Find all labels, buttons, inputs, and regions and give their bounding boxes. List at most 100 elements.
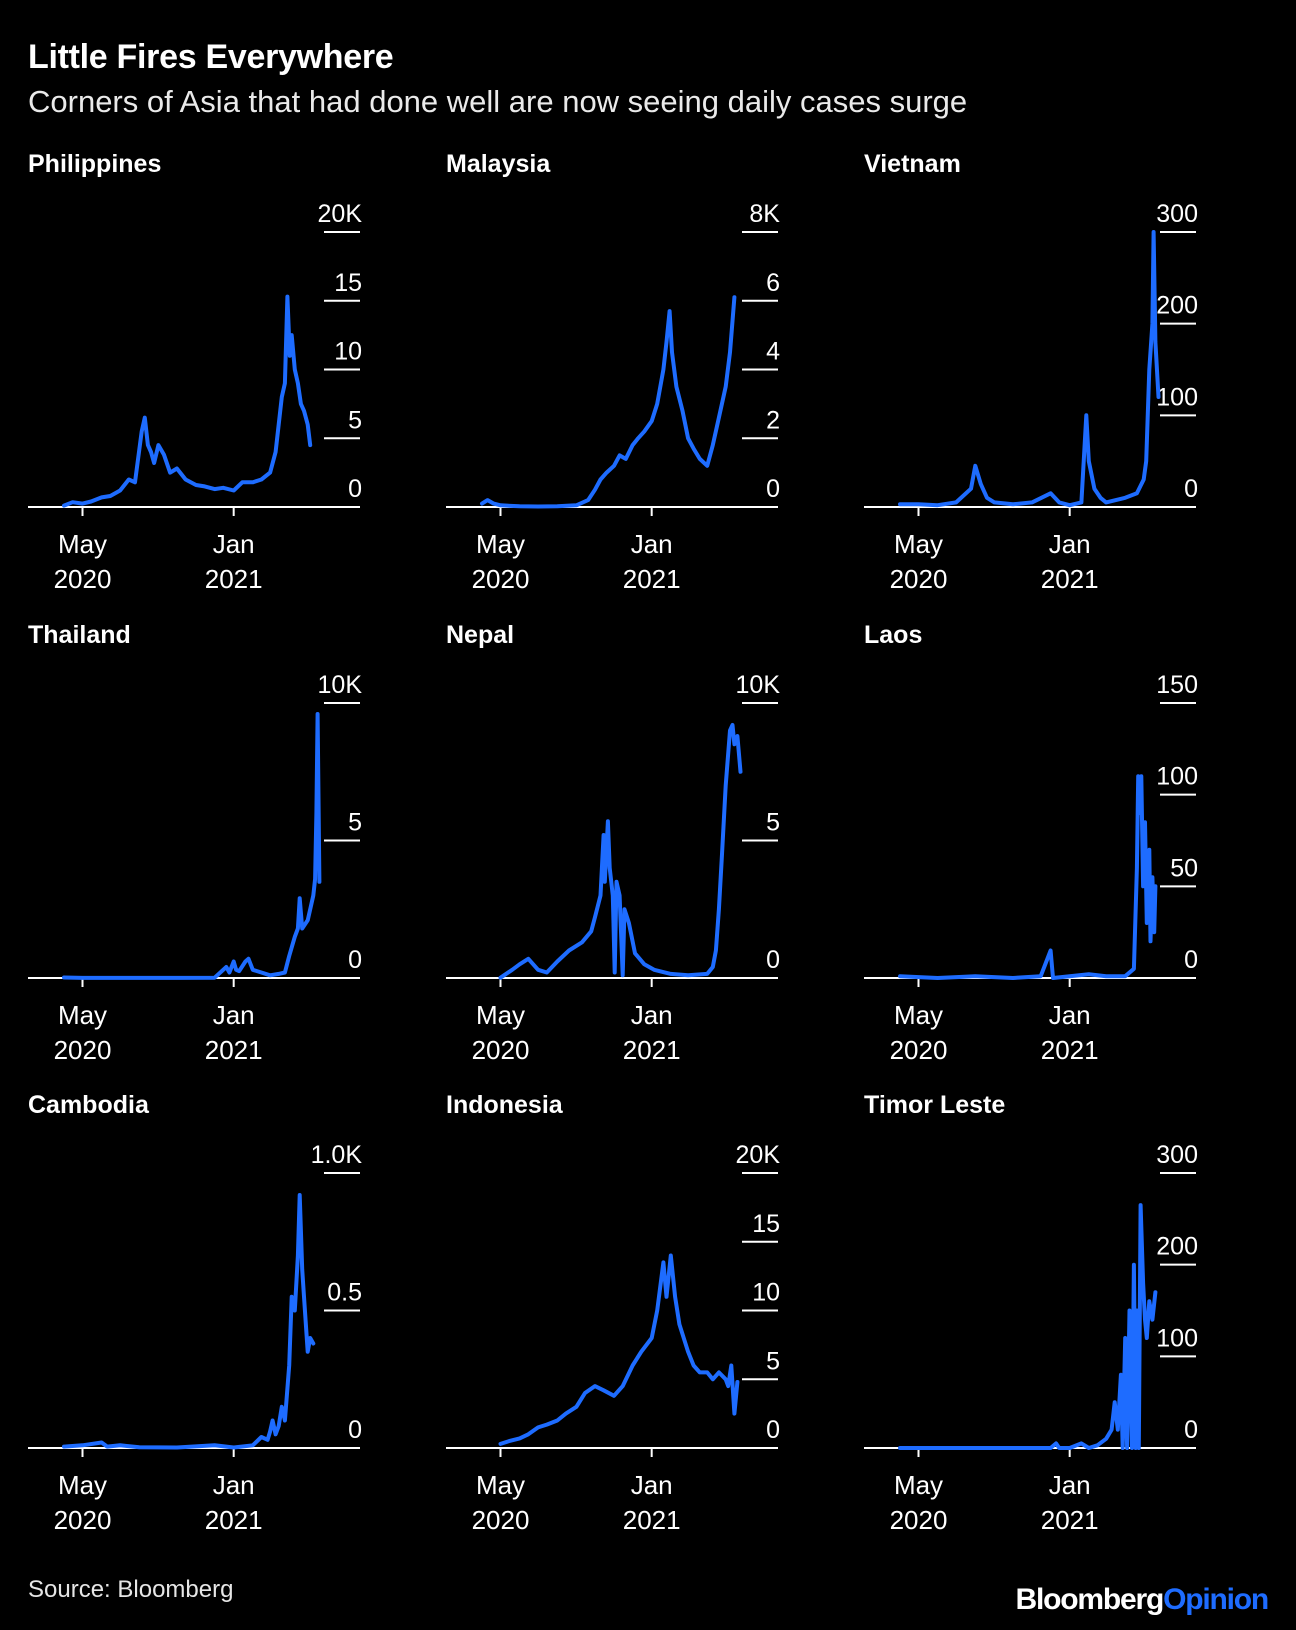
chart-panel: Malaysia 8K 6 4 2 0 May 2020 Jan 2021 [446,150,780,594]
x-tick-label-month: Jan [631,1000,673,1030]
y-tick-label: 0 [1184,1416,1198,1444]
x-tick-label-month: May [894,1470,943,1500]
y-tick-label: 0 [348,1416,362,1444]
y-tick-label: 10 [334,338,362,366]
y-tick-label: 0 [1184,475,1198,503]
series-line [498,723,743,980]
chart-panel: Vietnam 300 200 100 0 May 2020 Jan 2021 [864,150,1198,594]
x-tick-label-month: May [894,529,943,559]
x-tick-label-month: May [58,1470,107,1500]
y-tick-label: 0 [766,946,780,974]
x-tick-label-month: May [58,529,107,559]
x-tick-label-year: 2020 [54,1035,112,1065]
series-line [480,295,737,509]
y-tick-label: 0 [766,475,780,503]
panel-title: Thailand [28,621,131,649]
x-tick-label-year: 2020 [890,1505,948,1535]
x-tick-label-month: Jan [631,529,673,559]
chart-panel: Thailand 10K 5 0 May 2020 Jan 2021 [28,621,362,1065]
series-line [62,712,322,980]
y-tick-label: 5 [348,809,362,837]
y-tick-label: 0 [1184,946,1198,974]
source-note: Source: Bloomberg [28,1576,234,1603]
chart-title: Little Fires Everywhere [28,38,394,76]
y-tick-label: 15 [334,269,362,297]
y-tick-label: 5 [348,406,362,434]
brand-name-part2: Opinion [1163,1583,1269,1616]
x-tick-label-year: 2021 [205,564,263,594]
chart-panel: Philippines 20K 15 10 5 0 May 2020 Jan 2021 [28,150,362,594]
panel-title: Indonesia [446,1091,564,1119]
x-tick-label-year: 2021 [623,564,681,594]
x-tick-label-year: 2021 [623,1505,681,1535]
y-tick-label: 20K [318,200,363,228]
x-tick-label-month: Jan [213,529,255,559]
x-tick-label-month: May [894,1000,943,1030]
y-tick-label: 100 [1156,1324,1198,1352]
x-tick-label-month: Jan [213,1000,255,1030]
chart-panel: Indonesia 20K 15 10 5 0 May 2020 Jan 2021 [446,1091,780,1535]
x-tick-label-year: 2020 [54,564,112,594]
panel-title: Vietnam [864,150,961,178]
panel-title: Malaysia [446,150,551,178]
y-tick-label: 0 [348,475,362,503]
y-tick-label: 200 [1156,292,1198,320]
x-tick-label-year: 2021 [205,1505,263,1535]
x-tick-label-month: Jan [213,1470,255,1500]
y-tick-label: 8K [749,200,780,228]
series-line [898,230,1161,508]
x-tick-label-year: 2021 [1041,1505,1099,1535]
y-tick-label: 300 [1156,200,1198,228]
y-tick-label: 1.0K [311,1141,363,1169]
y-tick-label: 5 [766,809,780,837]
y-tick-label: 15 [752,1210,780,1238]
series-line [62,1193,316,1450]
x-tick-label-year: 2020 [472,564,530,594]
y-tick-label: 200 [1156,1233,1198,1261]
y-tick-label: 10K [318,671,363,699]
x-tick-label-month: May [476,1000,525,1030]
x-tick-label-year: 2020 [472,1505,530,1535]
series-line [62,294,313,508]
y-tick-label: 100 [1156,383,1198,411]
x-tick-label-month: May [476,1470,525,1500]
x-tick-label-month: Jan [1049,529,1091,559]
panel-title: Laos [864,621,922,649]
chart-subtitle: Corners of Asia that had done well are n… [28,84,968,119]
series-line [898,774,1158,980]
y-tick-label: 5 [766,1347,780,1375]
x-tick-label-year: 2020 [890,1035,948,1065]
brand-name-part1: Bloomberg [1015,1583,1165,1616]
y-tick-label: 0.5 [327,1279,362,1307]
y-tick-label: 20K [736,1141,781,1169]
x-tick-label-month: Jan [1049,1470,1091,1500]
x-tick-label-year: 2020 [890,564,948,594]
x-tick-label-month: Jan [631,1470,673,1500]
brand-logo: BloombergOpinion [1015,1583,1270,1617]
y-tick-label: 300 [1156,1141,1198,1169]
x-tick-label-month: May [476,529,525,559]
chart-panel: Timor Leste 300 200 100 0 May 2020 Jan 2021 [864,1091,1198,1535]
y-tick-label: 50 [1170,854,1198,882]
y-tick-label: 100 [1156,763,1198,791]
x-tick-label-year: 2021 [205,1035,263,1065]
y-tick-label: 150 [1156,671,1198,699]
y-tick-label: 0 [766,1416,780,1444]
y-tick-label: 2 [766,406,780,434]
x-tick-label-year: 2021 [1041,564,1099,594]
y-tick-label: 10 [752,1279,780,1307]
panel-title: Timor Leste [864,1091,1005,1119]
y-tick-label: 6 [766,269,780,297]
x-tick-label-month: Jan [1049,1000,1091,1030]
series-line [498,1253,740,1446]
chart-panel: Nepal 10K 5 0 May 2020 Jan 2021 [446,621,780,1065]
y-tick-label: 4 [766,338,780,366]
chart-panel: Cambodia 1.0K 0.5 0 May 2020 Jan 2021 [28,1091,362,1535]
y-tick-label: 10K [736,671,781,699]
panel-title: Cambodia [28,1091,150,1119]
panel-title: Nepal [446,621,514,649]
x-tick-label-year: 2021 [623,1035,681,1065]
x-tick-label-month: May [58,1000,107,1030]
x-tick-label-year: 2021 [1041,1035,1099,1065]
